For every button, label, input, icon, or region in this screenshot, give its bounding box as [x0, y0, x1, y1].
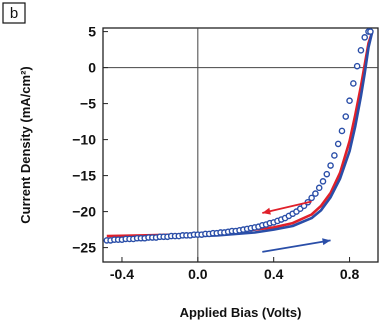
data-point [346, 97, 353, 105]
x-axis-ticks: -0.4 0.0 0.4 0.8 [110, 257, 360, 282]
sweep-arrows [262, 200, 331, 253]
data-point [331, 152, 338, 159]
series-markers [103, 28, 374, 244]
zero-lines [103, 28, 378, 262]
data-point [315, 184, 323, 192]
panel-label: b [10, 5, 18, 22]
data-point [338, 127, 346, 135]
data-point [361, 34, 369, 41]
data-point [353, 62, 361, 70]
data-point [350, 80, 357, 87]
data-point [357, 47, 365, 54]
y-axis-title: Current Density (mA/cm²) [18, 66, 33, 223]
series-line-blue [106, 31, 374, 241]
arrow-head [322, 238, 331, 246]
panel-label-frame [2, 2, 26, 24]
y-tick-label: −20 [72, 204, 96, 220]
y-tick-label: −10 [72, 132, 96, 148]
panel-label-box: b [2, 2, 26, 24]
data-point [334, 140, 342, 148]
y-tick-label: 5 [88, 24, 96, 40]
data-point [367, 28, 374, 35]
data-point [342, 113, 350, 120]
x-tick-label: -0.4 [110, 266, 134, 282]
series-line-red [106, 31, 374, 238]
x-axis-title: Applied Bias (Volts) [180, 305, 302, 320]
y-tick-label: −25 [72, 240, 96, 256]
data-point [319, 178, 327, 185]
x-tick-label: 0.0 [188, 266, 208, 282]
x-tick-label: 0.8 [340, 266, 360, 282]
y-axis-ticks: 5 0 −5 −10 −15 −20 −25 [72, 24, 108, 256]
data-point [323, 170, 331, 178]
data-point [308, 194, 315, 202]
y-tick-label: −5 [80, 96, 96, 112]
y-tick-label: 0 [88, 60, 96, 76]
arrow-shaft [262, 239, 331, 253]
arrow-shaft [262, 200, 312, 214]
data-point [312, 190, 319, 197]
plot-area-frame [102, 27, 379, 263]
series-lines [106, 31, 374, 241]
data-point [327, 162, 334, 169]
arrow-head [262, 207, 271, 215]
y-tick-label: −15 [72, 168, 96, 184]
x-tick-label: 0.4 [264, 266, 284, 282]
